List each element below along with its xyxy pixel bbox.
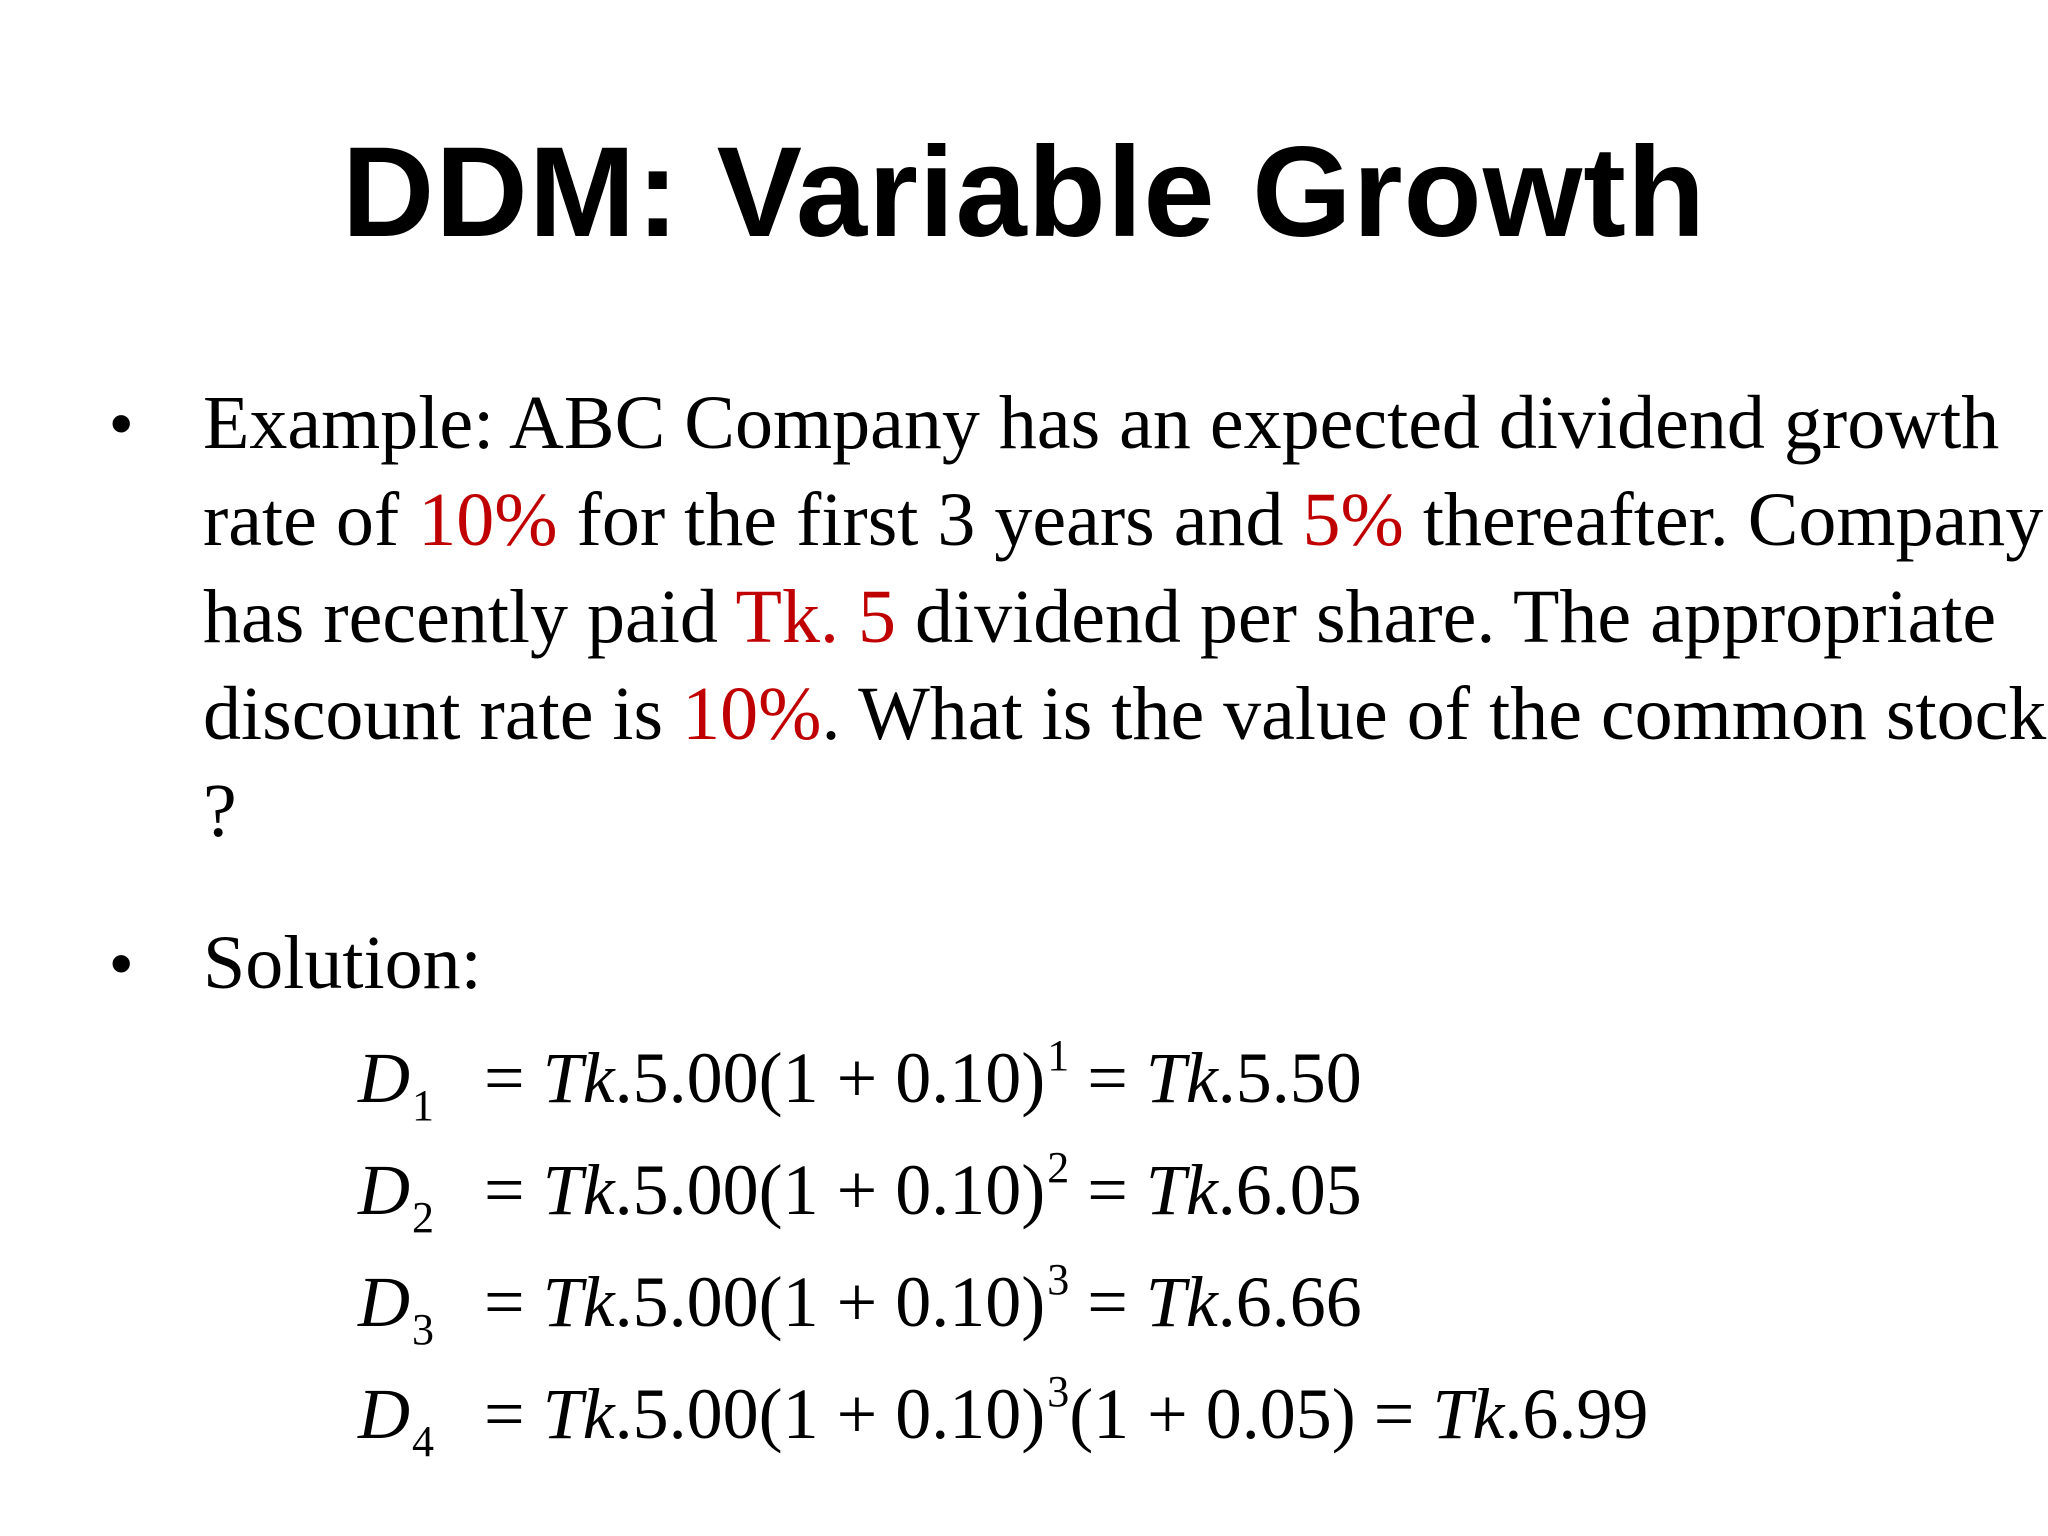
example-highlight-growth-later: 5% (1302, 478, 1404, 562)
bullet-dot: • (110, 927, 133, 999)
eq-equals: = (1087, 1262, 1128, 1342)
eq-result-tk: Tk (1432, 1374, 1505, 1454)
eq-equals: = (1373, 1374, 1415, 1454)
eq-var: D (358, 1150, 410, 1230)
eq-equals: = (484, 1262, 525, 1342)
eq-tk: Tk (542, 1038, 615, 1118)
eq-rate: 0.10) (895, 1262, 1046, 1342)
equation-list: D1 = Tk.5.00(1 +0.10)1 = Tk.5.50 D2 = Tk.5.00(1… (358, 1022, 1648, 1470)
eq-plus: + (836, 1262, 878, 1342)
example-segment: for the first 3 years and (557, 478, 1303, 562)
equation-d2: D2 = Tk.5.00(1 +0.10)2 = Tk.6.05 (358, 1134, 1648, 1246)
eq-equals: = (484, 1038, 525, 1118)
equation-d3: D3 = Tk.5.00(1 +0.10)3 = Tk.6.66 (358, 1246, 1648, 1358)
eq-base: .5.00(1 (614, 1262, 819, 1342)
eq-tk: Tk (542, 1262, 615, 1342)
eq-exponent: 1 (1047, 1031, 1070, 1080)
eq-plus: + (836, 1038, 878, 1118)
eq-exponent: 2 (1047, 1143, 1070, 1192)
eq-base: .5.00(1 (614, 1374, 819, 1454)
eq-result-tk: Tk (1145, 1038, 1218, 1118)
eq-exponent: 3 (1047, 1367, 1070, 1416)
eq-result-tk: Tk (1145, 1150, 1218, 1230)
eq-base: .5.00(1 (614, 1150, 819, 1230)
eq-extra: (1 + 0.05) (1069, 1374, 1356, 1454)
eq-var: D (358, 1038, 410, 1118)
example-highlight-discount: 10% (682, 672, 822, 756)
eq-base: .5.00(1 (614, 1038, 819, 1118)
eq-var: D (358, 1374, 410, 1454)
eq-subscript: 4 (412, 1417, 434, 1466)
example-highlight-growth: 10% (418, 478, 558, 562)
eq-tk: Tk (542, 1374, 615, 1454)
eq-plus: + (836, 1374, 878, 1454)
example-segment: dividend per share. The appropriate disc… (203, 575, 1997, 756)
eq-exponent: 3 (1047, 1255, 1070, 1304)
eq-rate: 0.10) (895, 1038, 1046, 1118)
eq-subscript: 1 (412, 1081, 434, 1130)
eq-rate: 0.10) (895, 1150, 1046, 1230)
equation-d1: D1 = Tk.5.00(1 +0.10)1 = Tk.5.50 (358, 1022, 1648, 1134)
example-segment: . What is the value of the common stock … (203, 672, 2047, 853)
eq-result: .6.66 (1217, 1262, 1362, 1342)
eq-equals: = (484, 1374, 525, 1454)
bullet-dot: • (110, 387, 133, 459)
eq-result: .6.99 (1504, 1374, 1649, 1454)
solution-label: Solution: (203, 921, 482, 1005)
example-segment: thereafter. Company has recently paid (203, 478, 2044, 659)
eq-result-tk: Tk (1145, 1262, 1218, 1342)
eq-subscript: 3 (412, 1305, 434, 1354)
equation-d4: D4 = Tk.5.00(1 +0.10)3(1 + 0.05) = Tk.6.99 (358, 1358, 1648, 1470)
example-segment: Example: ABC Company has an expected div… (203, 381, 2000, 562)
eq-rate: 0.10) (895, 1374, 1046, 1454)
example-highlight-dividend: Tk. 5 (735, 575, 896, 659)
eq-equals: = (484, 1150, 525, 1230)
eq-result: .5.50 (1217, 1038, 1362, 1118)
eq-var: D (358, 1262, 410, 1342)
eq-tk: Tk (542, 1150, 615, 1230)
example-text: Example: ABC Company has an expected div… (203, 375, 2048, 860)
eq-equals: = (1087, 1150, 1128, 1230)
eq-equals: = (1087, 1038, 1128, 1118)
eq-result: .6.05 (1217, 1150, 1362, 1230)
slide-title: DDM: Variable Growth (341, 121, 1707, 264)
eq-subscript: 2 (412, 1193, 434, 1242)
eq-plus: + (836, 1150, 878, 1230)
